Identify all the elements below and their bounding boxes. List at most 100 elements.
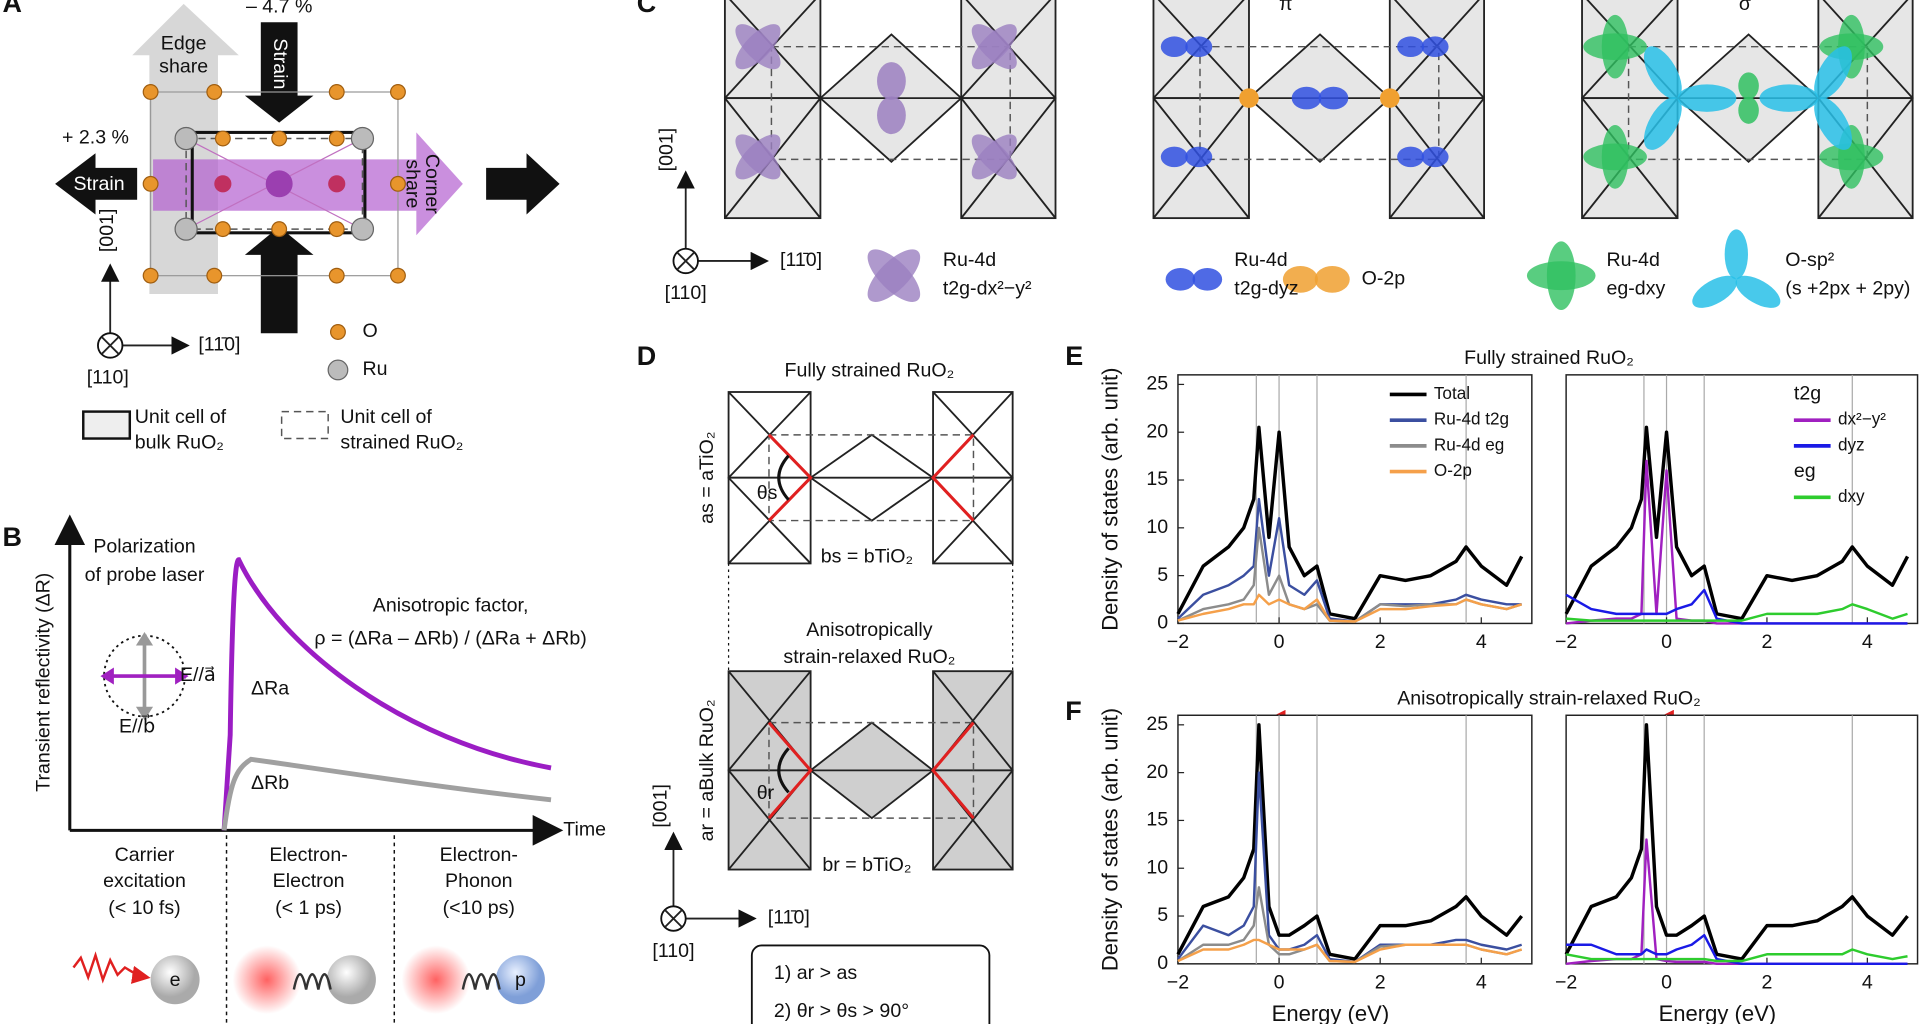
orbital: [971, 24, 1017, 70]
cell: [768, 434, 975, 522]
orbital: [867, 249, 921, 302]
lobe: [735, 134, 781, 180]
laser-wave: [72, 951, 138, 984]
lobe: [1185, 36, 1213, 57]
atom-o: [328, 267, 345, 284]
legend-label: Ru-4d eg: [1434, 434, 1504, 454]
lobe: [1735, 275, 1781, 308]
dos-line: [1565, 948, 1908, 963]
legend-label: Total: [1434, 383, 1470, 403]
axis-label: [11̄0]: [768, 907, 810, 929]
legend-label: Ru-4d: [943, 249, 996, 271]
orbital: [1643, 46, 1737, 150]
atom-ru: [350, 126, 375, 151]
panel-label: D: [637, 341, 656, 371]
x-tick-label: −2: [1167, 631, 1189, 653]
y-axis-label: Density of states (arb. unit): [1098, 368, 1123, 631]
lobe: [1814, 97, 1852, 150]
orbital: [735, 24, 781, 70]
legend-marker: [327, 359, 349, 381]
lobe: [877, 96, 906, 135]
stages: Carrier excitation (< 10 fs) Electron- Elect…: [103, 844, 518, 919]
label: ρ = (ΔRa – ΔRb) / (ΔRa + ΔRb): [314, 628, 586, 650]
x-tick-label: 2: [1761, 972, 1772, 994]
orbital: [971, 134, 1017, 180]
legend-label: t2g-dyz: [1234, 277, 1298, 299]
lobe: [1185, 146, 1213, 168]
label: π: [1279, 0, 1293, 15]
label: θr: [757, 782, 775, 804]
label: Anisotropic factor,: [373, 594, 529, 616]
lobe: [1421, 146, 1449, 168]
label: θs: [757, 482, 778, 504]
x-tick-label: −2: [1555, 972, 1577, 994]
strain-arrow: [486, 153, 560, 215]
orbital: [1282, 265, 1350, 293]
dos-line: [1566, 933, 1908, 966]
legend-label: O-2p: [1362, 268, 1406, 290]
plot-frame: [1177, 374, 1533, 625]
stage-label: Electron-: [440, 844, 518, 866]
lobe: [1165, 268, 1196, 291]
atom-o: [214, 221, 231, 238]
shape: [100, 336, 120, 355]
orbital: [1526, 241, 1596, 310]
legend-label: Ru: [362, 358, 387, 380]
lobe: [1583, 33, 1647, 61]
legend-marker: [330, 324, 346, 340]
lattice: [142, 84, 406, 284]
label: br = bTiO₂: [822, 854, 911, 876]
cell: [1627, 45, 1869, 161]
legend-label: dx²−y²: [1838, 409, 1886, 429]
lobe: [1160, 146, 1188, 168]
legend-box: [82, 410, 132, 440]
y-axis-label: Density of states (arb. unit): [1098, 708, 1123, 971]
atom-o: [390, 84, 406, 100]
atom-ru: [174, 126, 198, 151]
shape: [100, 667, 114, 685]
lobe: [735, 24, 781, 70]
lobe: [867, 249, 921, 302]
panel-label: C: [637, 0, 656, 18]
orbital: [735, 134, 781, 180]
orbital: [1583, 125, 1647, 189]
lobe: [1526, 261, 1596, 291]
atom-o: [1380, 88, 1400, 108]
lobe: [1814, 46, 1852, 100]
x-tick-label: 2: [1375, 631, 1386, 653]
atom-o: [271, 221, 288, 238]
shape: [326, 955, 376, 1005]
atom-ru: [328, 175, 346, 193]
axis-label: [11̄0]: [198, 334, 240, 356]
dos-line: [1176, 723, 1524, 961]
label: E//a⃗: [180, 664, 216, 686]
label: share: [159, 56, 208, 78]
label: Corner: [421, 154, 443, 214]
stage-label: (<10 ps): [443, 897, 515, 919]
lobe: [1738, 72, 1759, 100]
label: ΔRb: [251, 772, 289, 794]
lobe: [1583, 143, 1647, 171]
atom-o: [328, 84, 345, 100]
x-tick-label: 0: [1661, 972, 1672, 994]
atom-o: [390, 267, 406, 284]
shape: [401, 945, 471, 1015]
orbital: [1759, 46, 1852, 150]
atom-o: [142, 267, 159, 284]
lobe: [1291, 86, 1322, 110]
dos-line: [1564, 723, 1909, 961]
structures: [723, 0, 1914, 310]
stage-label: Phonon: [445, 870, 513, 892]
axis-label: [11̄0]: [780, 249, 822, 271]
angle-arc: [777, 747, 790, 794]
label: 2) θr > θs > 90°: [774, 1000, 909, 1022]
legend-label: eg-dxy: [1607, 277, 1666, 299]
label: share: [401, 159, 423, 208]
curve: [221, 756, 552, 831]
orbital: [1291, 86, 1349, 110]
x-tick-label: 4: [1862, 972, 1873, 994]
atom-o: [390, 175, 406, 192]
label: Fully strained RuO₂: [785, 359, 955, 381]
strain-arrow: [244, 22, 314, 123]
